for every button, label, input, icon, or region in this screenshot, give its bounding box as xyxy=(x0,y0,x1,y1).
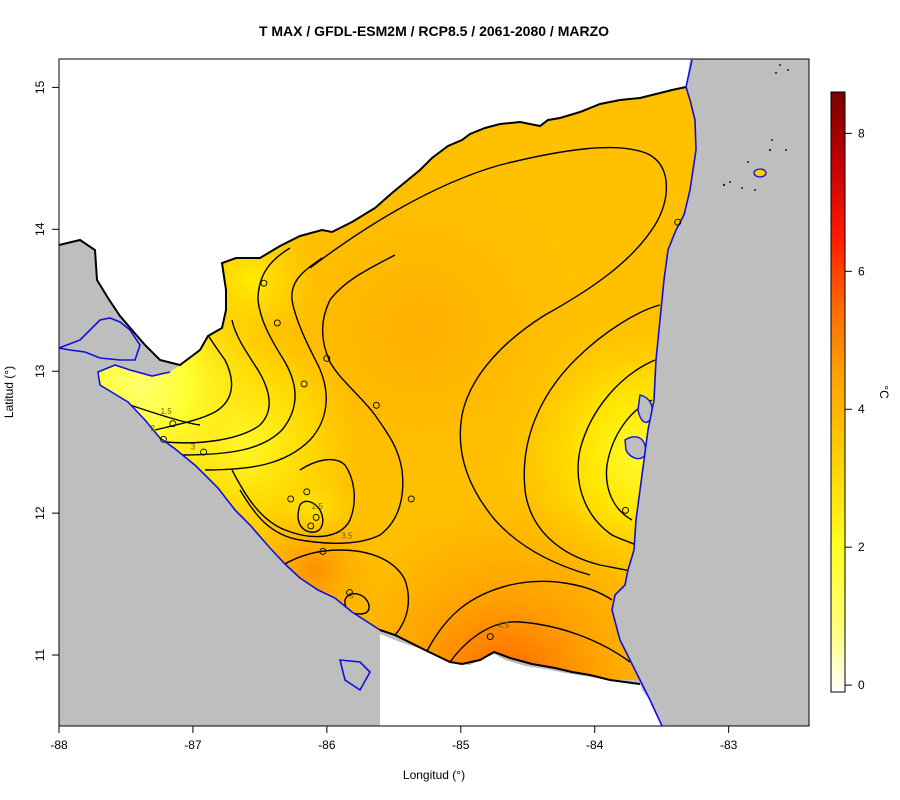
contour-4-sw xyxy=(282,549,410,636)
contour-2-5-east xyxy=(605,399,653,521)
contour-lines xyxy=(129,146,668,663)
costa-rica-region xyxy=(380,634,662,726)
contour-4-south xyxy=(424,580,613,656)
honduras-region xyxy=(59,59,690,365)
colorbar-ticks: 0 2 4 6 8 xyxy=(845,126,865,692)
station-marker xyxy=(307,522,315,530)
contour-label: 2.5 xyxy=(312,502,324,511)
station-marker xyxy=(407,495,415,503)
colorbar-label: °C xyxy=(877,385,891,399)
station-marker xyxy=(200,448,208,456)
colorbar-tick-label: 8 xyxy=(858,126,865,140)
coastline xyxy=(59,59,697,726)
pacific-island xyxy=(338,659,371,692)
station-marker xyxy=(287,495,295,503)
x-tick-label: -87 xyxy=(184,738,202,752)
station-marker xyxy=(346,589,354,597)
contour-3-west xyxy=(179,247,296,456)
station-marker xyxy=(273,319,281,327)
stations-layer xyxy=(160,218,682,641)
contour-3-masaya xyxy=(231,458,356,538)
honduras-border xyxy=(59,86,687,367)
station-marker xyxy=(319,547,327,555)
north-coast xyxy=(685,59,693,88)
station-marker xyxy=(323,354,331,362)
y-tick-label: 11 xyxy=(33,648,47,661)
y-tick-label: 15 xyxy=(33,80,47,94)
costa-rica-border xyxy=(379,629,641,685)
contour-label: 3.5 xyxy=(341,532,353,541)
contour-3-5-west xyxy=(204,257,327,471)
x-tick-label: -83 xyxy=(720,738,738,752)
y-tick-label: 13 xyxy=(33,364,47,378)
station-marker xyxy=(303,488,311,496)
station-marker xyxy=(300,380,308,388)
pacific-coast xyxy=(97,364,381,631)
contour-3-east xyxy=(577,359,656,546)
x-tick-label: -88 xyxy=(50,738,68,752)
contour-3-5-central xyxy=(239,254,404,544)
station-marker xyxy=(160,435,167,443)
gulf-of-fonseca xyxy=(59,317,141,361)
y-axis-label: Latitud (°) xyxy=(2,366,16,418)
contour-4-main xyxy=(309,146,668,576)
colorbar-tick-label: 0 xyxy=(858,678,865,692)
station-marker xyxy=(169,420,177,428)
x-axis: -88 -87 -86 -85 -84 -83 xyxy=(50,726,738,752)
station-marker xyxy=(372,401,380,409)
colorbar-tick-label: 2 xyxy=(858,540,865,554)
contour-3-5-east xyxy=(523,304,661,573)
x-axis-label: Longitud (°) xyxy=(403,768,465,782)
contour-2-5-masaya xyxy=(297,500,324,533)
caribbean-coast xyxy=(611,86,697,726)
contour-2 xyxy=(154,334,233,431)
station-marker xyxy=(260,279,268,287)
contour-label: 2 xyxy=(151,424,156,433)
contour-label: 3 xyxy=(349,591,354,600)
station-marker xyxy=(674,218,682,226)
contour-1-5 xyxy=(129,404,201,426)
y-tick-label: 14 xyxy=(33,222,47,236)
contour-label: 4.5 xyxy=(498,621,510,630)
colorbar-tick-label: 4 xyxy=(858,402,865,416)
chart-title: T MAX / GFDL-ESM2M / RCP8.5 / 2061-2080 … xyxy=(259,23,609,39)
y-axis: 11 12 13 14 15 xyxy=(33,80,59,661)
contour-label: 1.5 xyxy=(161,407,173,416)
corn-island xyxy=(753,168,767,178)
plot-frame xyxy=(58,58,810,727)
contour-2-5-west xyxy=(164,319,270,444)
contour-labels-layer: 1.5 2 3 2.5 3.5 3 4.5 xyxy=(151,407,510,630)
colorbar xyxy=(830,91,846,693)
x-tick-label: -86 xyxy=(318,738,336,752)
contour-4-5 xyxy=(449,621,631,663)
station-marker xyxy=(622,506,629,514)
contour-label: 3 xyxy=(191,442,196,451)
x-tick-label: -85 xyxy=(452,738,470,752)
station-marker xyxy=(486,633,494,641)
station-marker xyxy=(312,513,320,521)
x-tick-label: -84 xyxy=(586,738,604,752)
y-tick-label: 12 xyxy=(33,506,47,520)
colorbar-tick-label: 6 xyxy=(858,264,865,278)
